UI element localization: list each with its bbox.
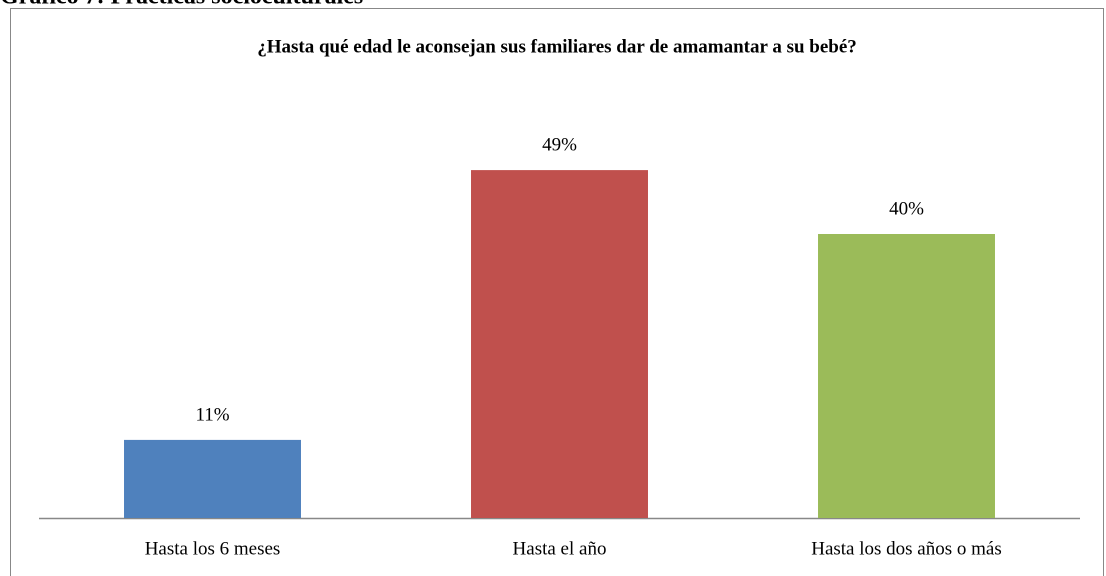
x-tick-label: Hasta los dos años o más <box>811 538 1002 559</box>
chart-title: ¿Hasta qué edad le aconsejan sus familia… <box>257 36 857 57</box>
bar <box>818 234 995 518</box>
bar <box>124 439 301 518</box>
chart-caption: Gráfico 7: Prácticas socioculturales <box>0 0 363 10</box>
bar <box>471 170 648 518</box>
x-tick-label: Hasta el año <box>513 538 607 559</box>
data-label: 11% <box>195 404 229 425</box>
data-label: 40% <box>889 198 924 219</box>
data-label: 49% <box>542 134 577 155</box>
x-tick-label: Hasta los 6 meses <box>145 538 281 559</box>
